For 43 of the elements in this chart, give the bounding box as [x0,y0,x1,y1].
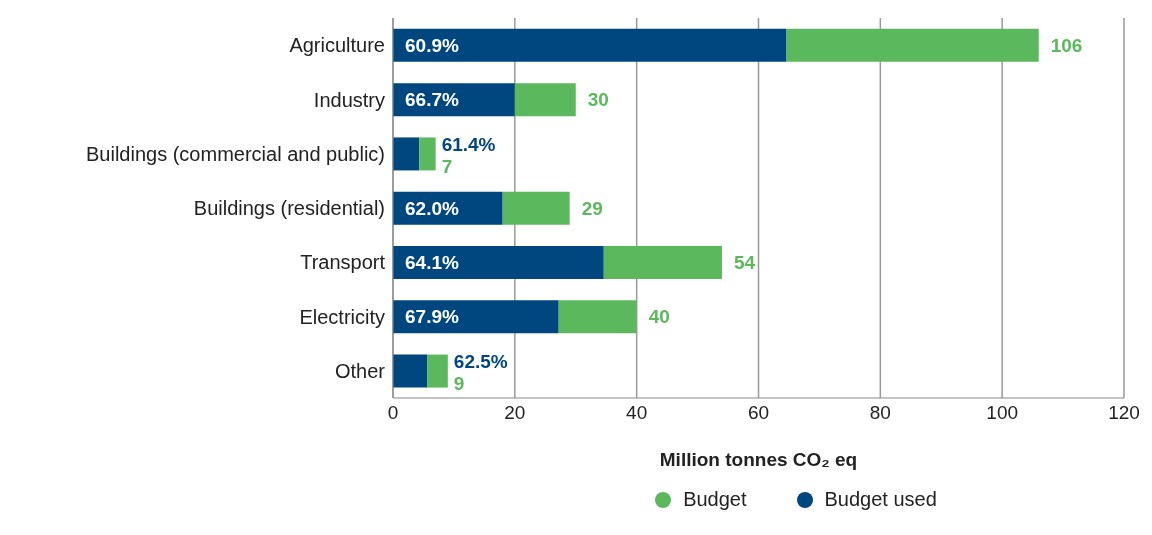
x-tick-label: 40 [626,402,648,424]
bar [786,28,1039,62]
y-tick-label: Buildings (commercial and public) [85,142,385,165]
annotation: 60.9% [405,35,459,57]
total-label: 54 [733,252,756,274]
legend-label: Budget [683,488,747,511]
bar [393,246,604,279]
annotation: 61.4% [441,133,496,155]
bar [393,300,559,334]
annotation: 66.7% [405,89,459,111]
annotation: 62.5% [453,350,508,372]
total-label: 40 [648,306,670,328]
x-tick-label: 60 [747,402,770,424]
y-tick-label: Industry [313,88,385,111]
annotation: 64.1% [405,252,459,274]
bar [514,83,576,117]
x-tick-label: 100 [986,402,1019,424]
annotation: 62.0% [405,197,459,219]
bar [502,191,570,225]
y-tick-label: Electricity [299,305,385,328]
x-tick-label: 20 [504,402,526,424]
annotation: 67.9% [405,306,459,328]
y-tick-label: Agriculture [289,34,385,57]
bar [419,137,436,171]
total-label: 106 [1050,35,1083,57]
y-tick-label: Buildings (residential) [193,197,385,220]
bar [558,300,637,334]
bar [603,246,722,279]
bar [393,354,428,388]
bar [393,28,787,62]
y-tick-label: Transport [300,251,386,274]
total-label: 7 [441,155,453,177]
x-tick-label: 0 [387,402,399,424]
x-tick-label: 80 [869,402,891,424]
x-tick-label: 120 [1108,402,1140,424]
total-label: 9 [453,372,465,394]
y-tick-label: Other [334,359,386,382]
x-axis-title: Million tonnes CO₂ eq [659,449,858,470]
bar [393,137,420,171]
total-label: 30 [587,89,609,111]
bar [427,354,448,388]
legend-label: Budget used [824,488,937,511]
total-label: 29 [581,197,603,219]
